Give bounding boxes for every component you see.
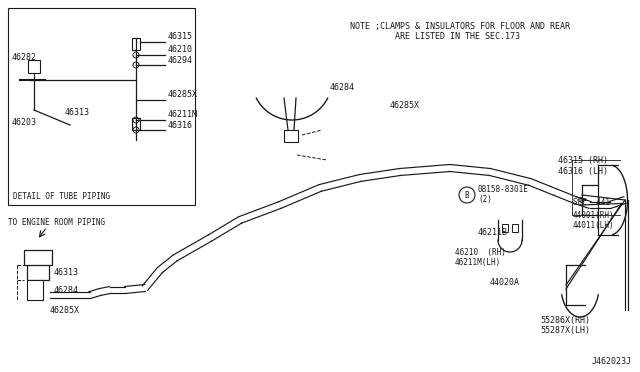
- Text: B: B: [465, 190, 469, 199]
- Text: DETAIL OF TUBE PIPING: DETAIL OF TUBE PIPING: [13, 192, 110, 201]
- Text: 46316: 46316: [168, 121, 193, 130]
- Text: TO ENGINE ROOM PIPING: TO ENGINE ROOM PIPING: [8, 218, 105, 227]
- Text: 46282: 46282: [12, 53, 37, 62]
- Text: 46294: 46294: [168, 56, 193, 65]
- Text: SEC. 441: SEC. 441: [573, 198, 610, 207]
- Bar: [27, 280, 43, 300]
- Text: 44020A: 44020A: [490, 278, 520, 287]
- Text: 46315 (RH): 46315 (RH): [558, 156, 608, 165]
- Bar: [132, 118, 140, 130]
- Text: 08158-8301E: 08158-8301E: [478, 185, 529, 194]
- Text: 44011(LH): 44011(LH): [573, 221, 614, 230]
- Text: 46210: 46210: [168, 45, 193, 54]
- Text: 46315: 46315: [168, 32, 193, 41]
- Text: 55287X(LH): 55287X(LH): [540, 326, 590, 335]
- Text: 46210  (RH): 46210 (RH): [455, 248, 506, 257]
- Text: ARE LISTED IN THE SEC.173: ARE LISTED IN THE SEC.173: [350, 32, 520, 41]
- Text: 46211M: 46211M: [168, 110, 198, 119]
- Text: 46203: 46203: [12, 118, 37, 127]
- Bar: [28, 60, 40, 73]
- Text: 46284: 46284: [54, 286, 79, 295]
- Text: (2): (2): [478, 195, 492, 204]
- Bar: [502, 224, 508, 232]
- Text: 44001(RH): 44001(RH): [573, 211, 614, 220]
- Text: 46313: 46313: [54, 268, 79, 277]
- Bar: [8, 8, 195, 205]
- Text: 46211M(LH): 46211M(LH): [455, 258, 501, 267]
- Bar: [24, 250, 52, 265]
- Bar: [284, 130, 298, 142]
- Text: 46316 (LH): 46316 (LH): [558, 167, 608, 176]
- Text: NOTE ;CLAMPS & INSULATORS FOR FLOOR AND REAR: NOTE ;CLAMPS & INSULATORS FOR FLOOR AND …: [350, 22, 570, 31]
- Text: 46285X: 46285X: [390, 101, 420, 110]
- Text: 46285X: 46285X: [50, 306, 80, 315]
- Text: 46211B: 46211B: [478, 228, 508, 237]
- Text: J462023J: J462023J: [592, 357, 632, 366]
- Bar: [27, 255, 49, 280]
- Text: 46313: 46313: [65, 108, 90, 117]
- Text: 46284: 46284: [330, 83, 355, 92]
- Text: 55286X(RH): 55286X(RH): [540, 316, 590, 325]
- Bar: [132, 38, 140, 50]
- Bar: [512, 224, 518, 232]
- Text: 46285X: 46285X: [168, 90, 198, 99]
